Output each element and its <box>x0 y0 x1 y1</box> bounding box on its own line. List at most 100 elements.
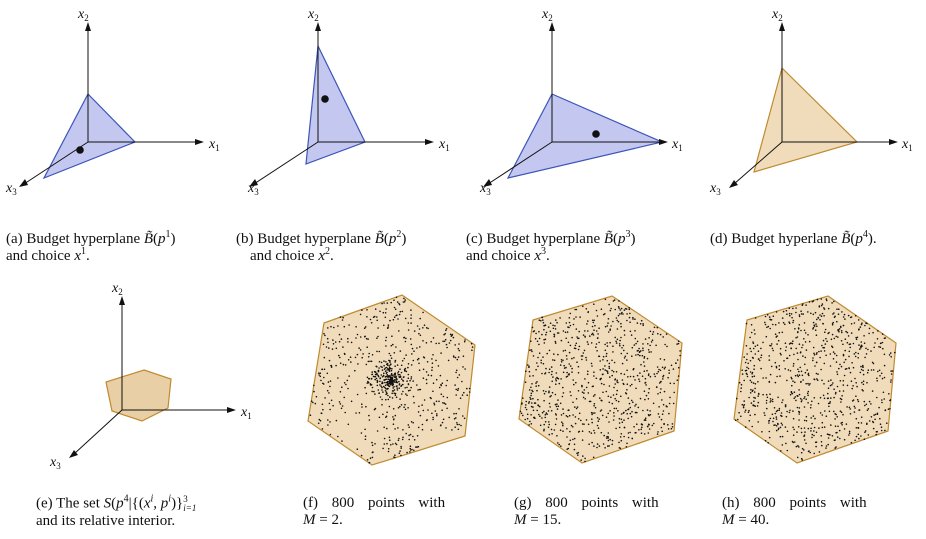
sample-point <box>524 381 527 383</box>
sample-point <box>875 433 877 436</box>
sample-point <box>826 397 829 400</box>
sample-point <box>328 359 331 362</box>
sample-point <box>860 341 863 343</box>
sample-point <box>632 375 635 378</box>
sample-point <box>387 367 389 370</box>
sample-point <box>822 339 825 342</box>
sample-point <box>593 303 595 305</box>
sample-point <box>753 364 756 367</box>
sample-point <box>583 389 586 391</box>
sample-point <box>750 388 752 391</box>
sample-point <box>609 309 612 312</box>
sample-point <box>811 433 814 436</box>
sample-point <box>587 330 589 332</box>
sample-point <box>635 354 637 356</box>
sample-point <box>644 419 646 421</box>
sample-point <box>407 329 410 331</box>
sample-point <box>611 443 613 446</box>
sample-point <box>399 450 401 452</box>
sample-point <box>398 387 400 389</box>
sample-point <box>342 363 345 366</box>
sample-point <box>410 386 412 389</box>
sample-point <box>543 428 545 431</box>
sample-point <box>667 376 669 379</box>
sample-point <box>612 370 615 373</box>
sample-point <box>780 422 783 425</box>
sample-point <box>824 331 826 333</box>
sample-point <box>404 387 406 389</box>
sample-point <box>836 371 838 373</box>
sample-point <box>659 381 662 383</box>
sample-point <box>397 439 400 442</box>
sample-point <box>410 314 412 316</box>
sample-point <box>378 360 381 363</box>
sample-point <box>821 344 823 347</box>
sample-point <box>449 339 452 342</box>
sample-point <box>889 407 891 410</box>
sample-point <box>638 380 641 383</box>
sample-point <box>640 428 642 431</box>
sample-point <box>856 398 859 401</box>
sample-point <box>860 365 862 368</box>
sample-point <box>843 374 846 377</box>
sample-point <box>777 396 779 399</box>
sample-point <box>639 372 641 374</box>
sample-point <box>574 308 576 311</box>
sample-point <box>309 414 312 416</box>
sample-point <box>791 316 793 319</box>
sample-point <box>354 356 357 359</box>
sample-point <box>598 355 601 358</box>
sample-point <box>876 338 879 340</box>
sample-point <box>775 425 778 427</box>
sample-point <box>591 413 593 416</box>
sample-point <box>871 420 874 423</box>
sample-point <box>821 421 824 424</box>
sample-point <box>344 411 346 414</box>
sample-point <box>532 409 535 412</box>
sample-point <box>677 342 680 345</box>
x1-label: x1 <box>240 405 252 421</box>
sample-point <box>604 325 607 328</box>
sample-point <box>823 426 826 428</box>
sample-point <box>814 417 816 420</box>
sample-point <box>803 329 806 332</box>
sample-point <box>548 421 550 423</box>
sample-point <box>641 354 644 357</box>
sample-point <box>413 350 415 352</box>
sample-point <box>786 410 788 413</box>
sample-point <box>535 382 537 384</box>
sample-point <box>371 444 374 447</box>
sample-point <box>647 349 650 351</box>
sample-point <box>447 359 450 362</box>
sample-point <box>585 356 587 359</box>
sample-point <box>539 415 541 417</box>
sample-point <box>836 320 838 323</box>
sample-point <box>679 350 681 352</box>
sample-point <box>568 321 571 324</box>
sample-point <box>418 388 421 391</box>
sample-point <box>616 319 618 322</box>
sample-point <box>370 360 373 363</box>
sample-point <box>813 325 816 327</box>
sample-point <box>664 366 666 369</box>
sample-point <box>397 373 400 376</box>
sample-point <box>341 405 344 407</box>
sample-point <box>441 382 444 384</box>
sample-point <box>884 409 886 412</box>
sample-point <box>560 339 563 342</box>
sample-point <box>769 417 772 420</box>
sample-point <box>543 338 545 341</box>
sample-point <box>455 388 457 391</box>
sample-point <box>413 439 416 441</box>
sample-point <box>402 436 404 439</box>
x3-label: x3 <box>5 181 17 197</box>
sample-point <box>562 430 564 432</box>
sample-point <box>825 298 828 300</box>
sample-point <box>361 356 363 359</box>
sample-point <box>807 402 809 404</box>
sample-point <box>815 431 818 434</box>
sample-point <box>589 335 591 337</box>
sample-point <box>813 397 816 399</box>
sample-point <box>853 353 856 355</box>
sample-point <box>668 369 670 372</box>
